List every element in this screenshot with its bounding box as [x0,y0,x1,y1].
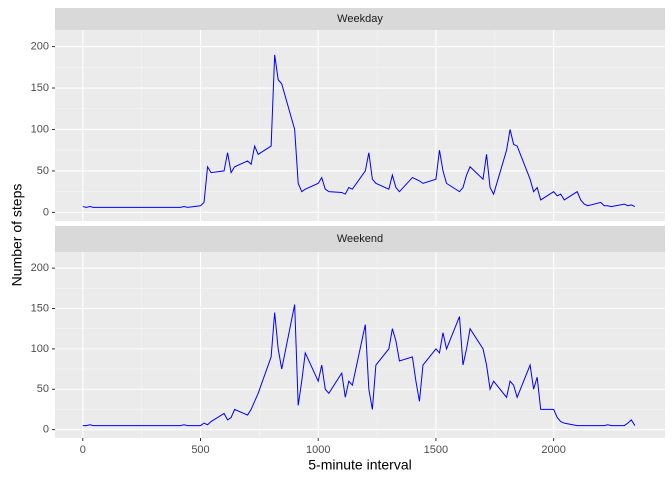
panel [55,252,665,438]
y-tick-label: 150 [31,302,49,314]
y-axis-label: Number of steps [9,184,25,287]
y-tick-label: 50 [37,383,49,395]
strip [55,8,665,30]
y-tick-label: 100 [31,123,49,135]
x-tick-label: 1500 [424,444,448,456]
y-tick-label: 100 [31,343,49,355]
panel [55,30,665,221]
strip-label: Weekday [337,13,383,25]
x-axis-label: 5-minute interval [308,457,412,473]
x-tick-label: 0 [80,444,86,456]
x-tick-label: 2000 [541,444,565,456]
strip-label: Weekend [337,233,383,245]
line [82,304,636,427]
y-tick-label: 200 [31,262,49,274]
y-tick-label: 0 [43,206,49,218]
y-tick-label: 150 [31,82,49,94]
line [82,54,636,208]
x-tick-label: 1000 [306,444,330,456]
strip [55,226,665,252]
x-tick-label: 500 [191,444,209,456]
y-tick-label: 200 [31,40,49,52]
y-tick-label: 0 [43,424,49,436]
y-tick-label: 50 [37,165,49,177]
